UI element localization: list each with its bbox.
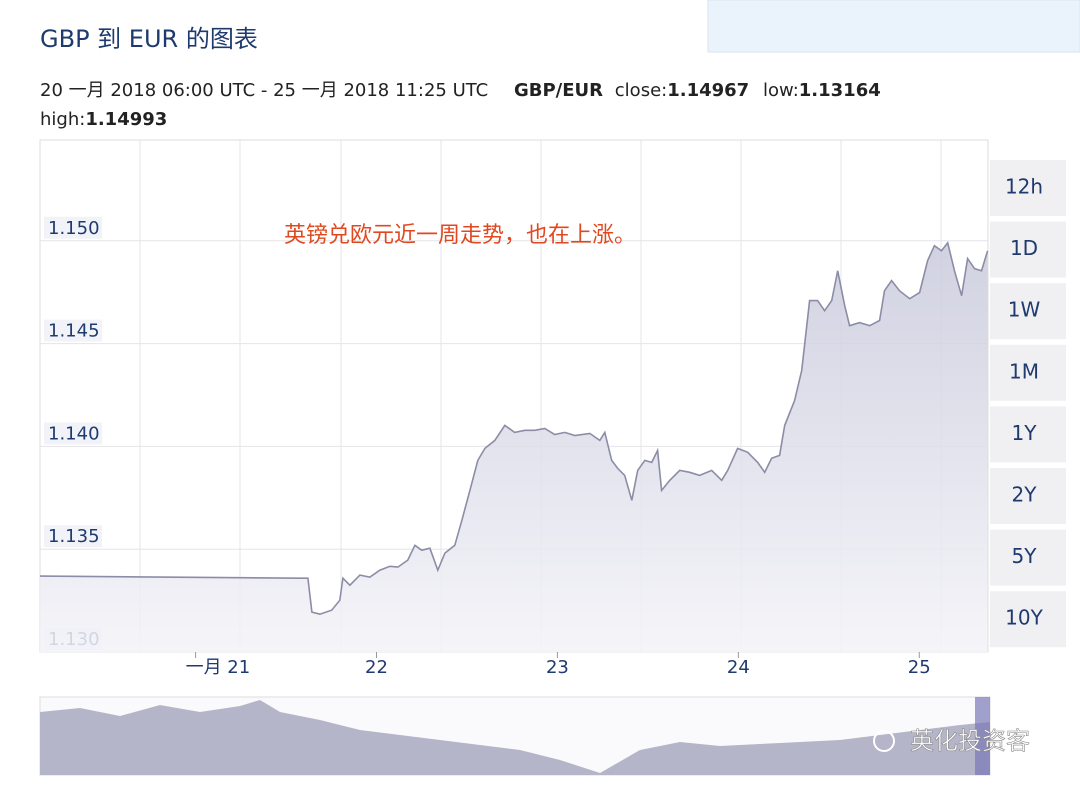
period-button[interactable]: 1M bbox=[990, 344, 1066, 401]
range-info-2: high:1.14993 bbox=[40, 109, 167, 130]
navigator-area bbox=[40, 700, 990, 775]
y-tick-label: 1.150 bbox=[48, 218, 100, 239]
y-tick-label: 1.140 bbox=[48, 423, 100, 444]
period-button[interactable]: 12h bbox=[990, 160, 1066, 216]
x-tick-label: 24 bbox=[727, 657, 750, 678]
period-button-bg[interactable] bbox=[990, 221, 1066, 278]
x-tick-label: 一月 21 bbox=[186, 657, 251, 678]
stat-value: 1.14967 bbox=[667, 80, 749, 101]
y-tick-label: 1.145 bbox=[48, 321, 100, 342]
period-button-bg[interactable] bbox=[990, 283, 1066, 340]
y-tick-bg bbox=[44, 216, 102, 239]
period-button-label[interactable]: 1W bbox=[1008, 298, 1041, 322]
y-tick-bg bbox=[44, 422, 102, 445]
area bbox=[40, 242, 988, 653]
header-panel bbox=[707, 0, 1080, 53]
stat-label: high: bbox=[40, 109, 85, 130]
x-tick-label: 25 bbox=[908, 657, 931, 678]
y-tick-label: 1.135 bbox=[48, 526, 100, 547]
period-button[interactable]: 1Y bbox=[990, 406, 1066, 463]
annotation: 英镑兑欧元近一周走势，也在上涨。 bbox=[284, 223, 636, 248]
y-tick-bg bbox=[44, 319, 102, 342]
pair: GBP/EUR bbox=[514, 80, 603, 101]
range-text: 20 一月 2018 06:00 UTC - 25 一月 2018 11:25 … bbox=[40, 80, 488, 101]
period-button-label[interactable]: 12h bbox=[1005, 175, 1043, 199]
period-button-label[interactable]: 5Y bbox=[1012, 544, 1038, 568]
period-button[interactable]: 10Y bbox=[990, 591, 1066, 648]
period-button-bg[interactable] bbox=[990, 529, 1066, 586]
watermark-icon bbox=[873, 730, 895, 752]
line bbox=[39, 240, 989, 616]
period-button-label[interactable]: 1M bbox=[1009, 359, 1039, 383]
stat-label: low: bbox=[763, 80, 799, 101]
period-button-bg[interactable] bbox=[990, 406, 1066, 463]
period-button-label[interactable]: 10Y bbox=[1005, 606, 1043, 630]
period-button-bg[interactable] bbox=[990, 591, 1066, 648]
period-button-bg[interactable] bbox=[990, 468, 1066, 524]
navigator-handle[interactable] bbox=[975, 697, 990, 775]
x-tick-label: 23 bbox=[546, 657, 569, 678]
x-tick-label: 22 bbox=[365, 657, 388, 678]
stat-label: close: bbox=[615, 80, 667, 101]
period-button[interactable]: 5Y bbox=[990, 529, 1066, 586]
period-button-bg[interactable] bbox=[990, 344, 1066, 401]
period-button[interactable]: 2Y bbox=[990, 468, 1066, 524]
range-info: 20 一月 2018 06:00 UTC - 25 一月 2018 11:25 … bbox=[40, 80, 881, 101]
chart-title: GBP 到 EUR 的图表 bbox=[40, 25, 258, 53]
period-button[interactable]: 1D bbox=[990, 221, 1066, 278]
stat-value: 1.14993 bbox=[85, 109, 167, 130]
period-button-label[interactable]: 2Y bbox=[1012, 483, 1038, 507]
period-button-label[interactable]: 1D bbox=[1010, 236, 1038, 260]
period-button-bg[interactable] bbox=[990, 160, 1066, 216]
period-button[interactable]: 1W bbox=[990, 283, 1066, 340]
stat-value: 1.13164 bbox=[799, 80, 881, 101]
watermark: 英化投资客 bbox=[910, 727, 1030, 755]
period-button-label[interactable]: 1Y bbox=[1012, 421, 1038, 445]
y-tick-bg bbox=[44, 525, 102, 548]
